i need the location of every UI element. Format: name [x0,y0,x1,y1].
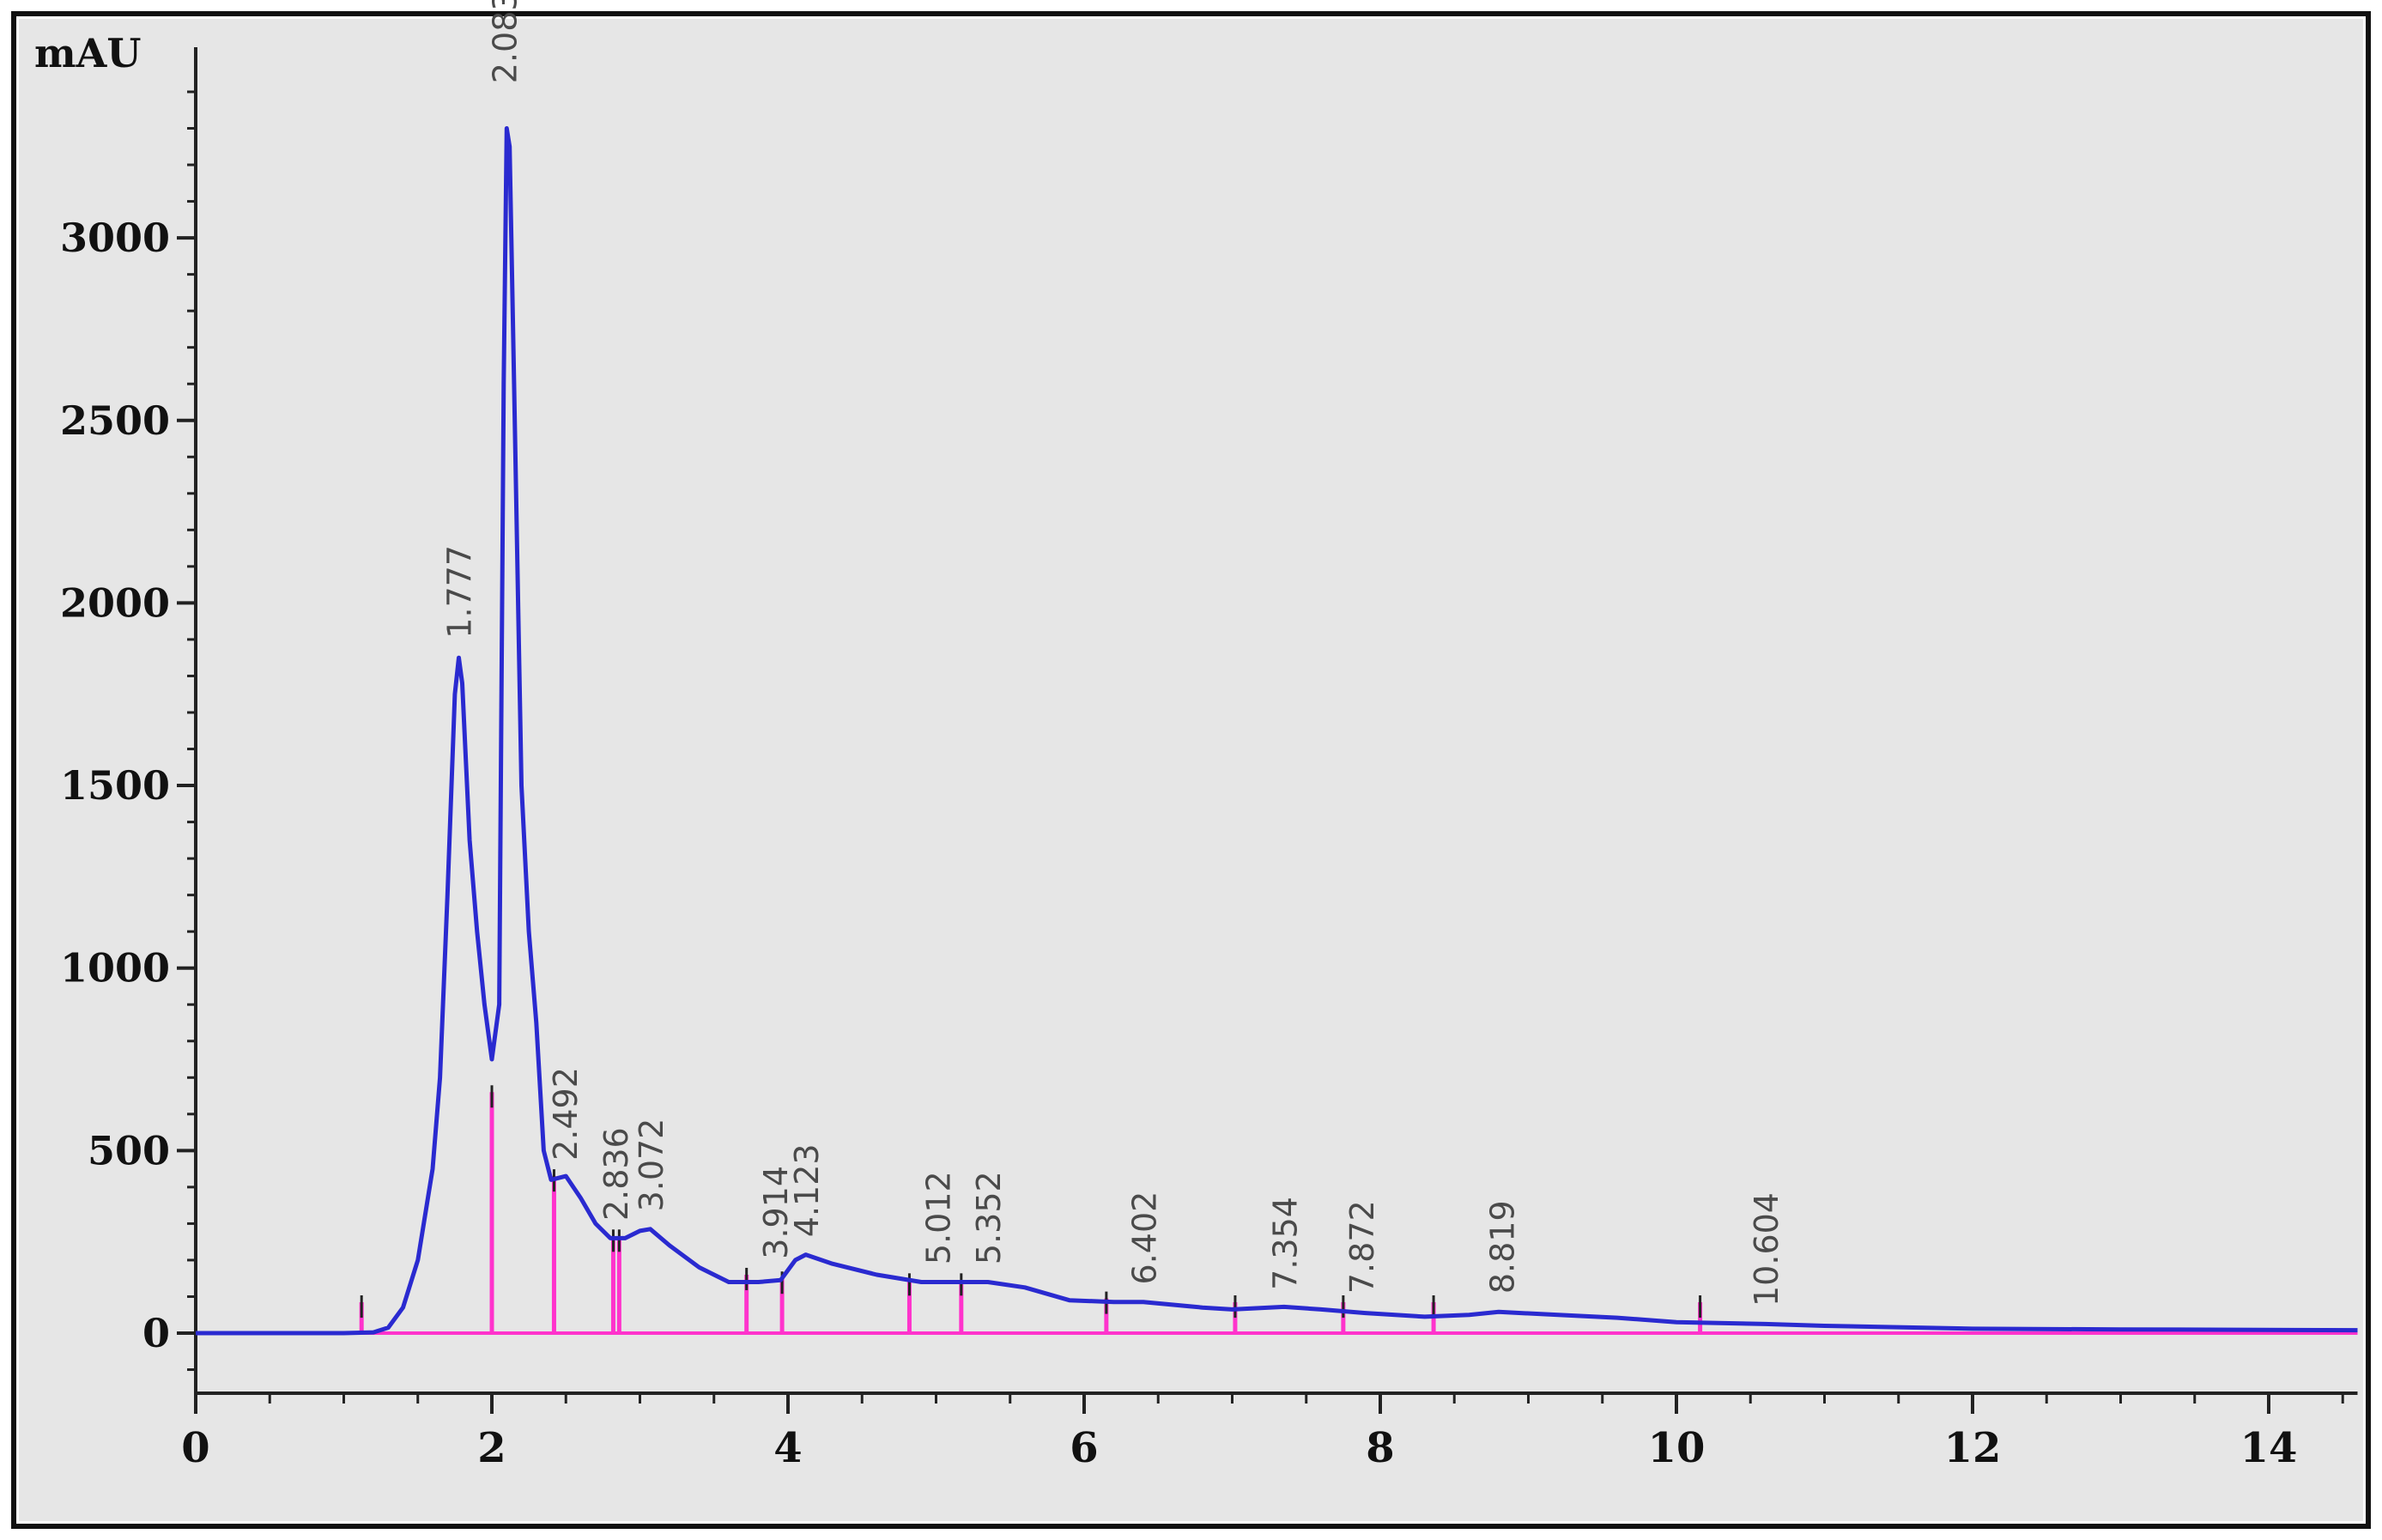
y-tick-label: 1500 [60,762,170,809]
plot-background [19,19,2363,1521]
y-tick-label: 2000 [60,579,170,626]
x-tick-label: 10 [1648,1424,1706,1472]
peak-retention-label: 1.777 [441,545,479,639]
peak-retention-label: 7.872 [1343,1200,1381,1294]
y-tick-label: 2500 [60,397,170,444]
peak-retention-label: 5.352 [970,1171,1008,1264]
x-tick-label: 14 [2240,1424,2298,1472]
x-tick-label: 2 [477,1424,506,1472]
peak-retention-label: 4.123 [788,1143,826,1237]
peak-retention-label: 2.083 [486,0,524,83]
peak-retention-label: 7.354 [1267,1197,1305,1290]
axes: 0 500 1000 1500 2000 2500 3000 0 2 4 6 8 10 12 14 [60,47,2358,1472]
peak-retention-label: 6.402 [1125,1191,1163,1285]
y-tick-label: 0 [142,1310,170,1356]
x-tick-label: 6 [1070,1424,1098,1472]
x-tick-label: 12 [1944,1424,2002,1472]
y-axis-unit-label: mAU [34,30,141,76]
x-tick-label: 4 [773,1424,802,1472]
x-tick-label: 0 [181,1424,209,1472]
y-tick-label: 500 [88,1127,170,1173]
peak-retention-label: 2.836 [597,1127,635,1221]
y-tick-label: 3000 [60,215,170,261]
peak-retention-label: 8.819 [1483,1200,1521,1294]
x-tick-label: 8 [1366,1424,1394,1472]
chromatogram-trace [196,126,2358,1336]
peak-retention-label: 3.914 [757,1166,795,1259]
peak-retention-label: 2.492 [547,1067,585,1161]
peak-retention-label: 5.012 [920,1171,958,1264]
y-tick-label: 1000 [60,945,170,991]
peak-retention-label: 10.604 [1748,1192,1785,1307]
peak-retention-label: 3.072 [633,1119,670,1212]
